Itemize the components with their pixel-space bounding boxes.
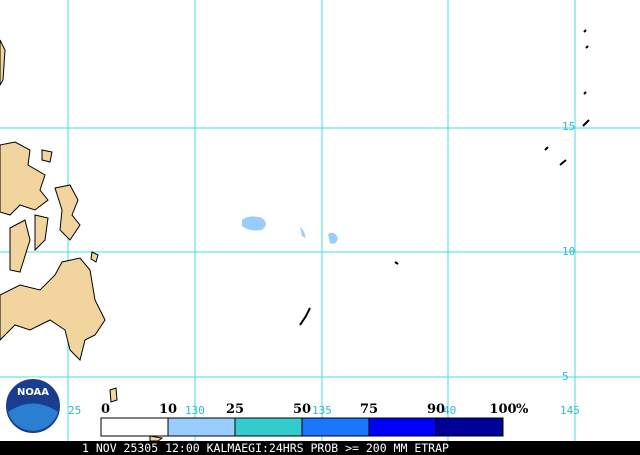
land (0, 29, 590, 442)
lon-label: 130 (185, 404, 205, 417)
prob-area (328, 232, 338, 244)
lat-label: 5 (562, 370, 569, 383)
legend-unit: % (516, 402, 529, 417)
legend-swatch (301, 417, 370, 437)
island (41, 149, 53, 163)
lon-label: 25 (68, 404, 81, 417)
island (109, 387, 118, 403)
legend-label: 50 (293, 402, 311, 417)
legend-label: 0 (101, 402, 110, 417)
legend-label: 10 (159, 402, 177, 417)
legend-label: 25 (226, 402, 244, 417)
logo-wave (8, 403, 58, 431)
island (54, 184, 81, 241)
legend-swatch (368, 417, 437, 437)
lat-label: 15 (562, 120, 575, 133)
island (0, 257, 106, 361)
lon-label: 135 (312, 404, 332, 417)
legend: 0 10 25 50 75 90 100% (100, 402, 529, 437)
islets (299, 29, 590, 326)
lon-label: 145 (560, 404, 580, 417)
prob-area (242, 216, 266, 231)
legend-swatch (234, 417, 303, 437)
caption-bar (0, 441, 640, 455)
legend-swatch (435, 417, 504, 437)
grid (0, 0, 640, 441)
island (90, 251, 99, 263)
lon-label: 40 (443, 404, 456, 417)
island (34, 214, 49, 252)
logo-text: NOAA (17, 387, 49, 398)
noaa-logo: NOAA (4, 377, 62, 435)
probability-areas (242, 216, 338, 244)
caption: 1 NOV 25305 12:00 KALMAEGI:24HRS PROB >=… (82, 441, 449, 455)
legend-label: 90 (427, 402, 445, 417)
island (0, 39, 6, 86)
legend-swatch (100, 417, 169, 437)
lat-label: 10 (562, 245, 575, 258)
legend-label: 75 (360, 402, 378, 417)
island (0, 141, 49, 216)
island (9, 219, 31, 273)
prob-area (300, 226, 306, 238)
legend-swatch (167, 417, 236, 437)
legend-label: 100 (489, 402, 516, 417)
